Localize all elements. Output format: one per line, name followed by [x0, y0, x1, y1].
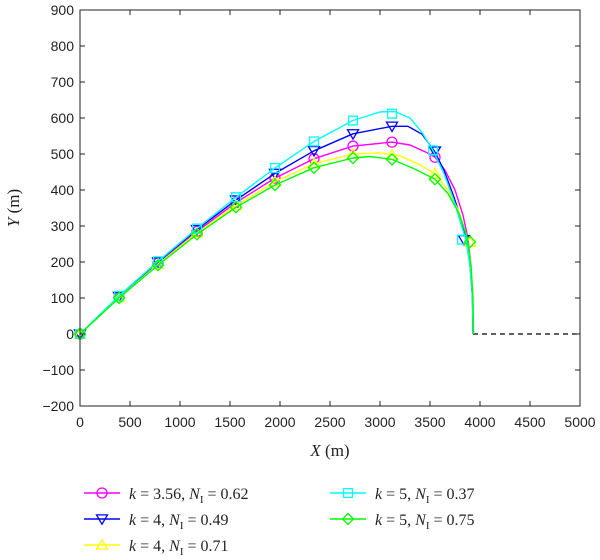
data-point	[385, 121, 399, 133]
x-tick-label: 4000	[464, 414, 495, 430]
legend-marker	[96, 487, 108, 499]
y-tick-label: 800	[51, 38, 75, 54]
data-point	[151, 258, 165, 272]
data-point	[229, 200, 243, 214]
legend-marker	[341, 512, 355, 526]
data-point	[385, 152, 399, 166]
series-line	[79, 125, 474, 335]
x-tick-label: 500	[118, 414, 142, 430]
y-tick-label: 400	[51, 182, 75, 198]
legend-marker	[95, 538, 109, 550]
y-tick-label: 100	[51, 290, 75, 306]
x-tick-label: 2000	[264, 414, 295, 430]
data-point	[308, 136, 320, 147]
y-tick-label: 500	[51, 146, 75, 162]
y-tick-label: −100	[42, 362, 74, 378]
series-4	[74, 108, 474, 340]
x-tick-label: 5000	[564, 414, 595, 430]
series-3	[73, 147, 477, 339]
data-point	[346, 151, 360, 165]
x-tick-label: 1000	[164, 414, 195, 430]
data-point	[269, 162, 281, 174]
axes: 0 500 1000 1500 2000 2500 3000 3500 4000 4500 5000…	[4, 2, 596, 460]
legend-entry: k = 5, NI = 0.37	[330, 486, 475, 506]
legend-label: k = 4, NI = 0.71	[129, 538, 229, 558]
legend-entry: k = 5, NI = 0.75	[330, 512, 475, 532]
legend-label: k = 4, NI = 0.49	[129, 512, 229, 532]
y-tick-label: 600	[51, 110, 75, 126]
data-point	[112, 291, 126, 305]
y-tick-label: 200	[51, 254, 75, 270]
y-axis-label: Y (m)	[4, 189, 23, 227]
data-point	[386, 108, 398, 119]
data-point	[427, 145, 439, 156]
series-line	[79, 141, 474, 335]
data-point	[268, 168, 282, 180]
legend-entry: k = 4, NI = 0.49	[84, 512, 229, 532]
data-point	[307, 145, 321, 158]
data-point	[229, 195, 243, 207]
data-point	[428, 167, 442, 179]
legend-marker	[342, 487, 354, 499]
x-axis-label: X (m)	[309, 441, 349, 460]
x-tick-label: 3500	[414, 414, 445, 430]
legend: k = 3.56, NI = 0.62 k = 4, NI = 0.49 k = 4…	[84, 486, 475, 558]
data-point	[112, 291, 126, 303]
plot-area	[73, 108, 580, 341]
data-point	[386, 136, 398, 148]
y-tick-label: 0	[66, 326, 74, 342]
x-tick-label: 0	[76, 414, 84, 430]
data-point	[428, 172, 442, 186]
x-tick-label: 1500	[214, 414, 245, 430]
legend-entry: k = 3.56, NI = 0.62	[84, 486, 249, 506]
series-1	[74, 136, 474, 340]
data-point	[346, 129, 360, 141]
legend-entry: k = 4, NI = 0.71	[84, 538, 229, 558]
axes-frame	[79, 9, 581, 407]
x-tick-label: 2500	[314, 414, 345, 430]
y-tick-label: −200	[42, 398, 74, 414]
data-point	[190, 227, 204, 241]
data-point	[268, 178, 282, 192]
data-point	[463, 235, 477, 249]
data-point	[347, 115, 359, 126]
x-tick-label: 3000	[364, 414, 395, 430]
data-point	[268, 175, 282, 187]
legend-marker	[95, 514, 109, 526]
legend-label: k = 5, NI = 0.75	[375, 512, 475, 532]
series-line	[79, 110, 474, 335]
data-point	[307, 161, 321, 175]
y-tick-label: 900	[51, 2, 75, 18]
series-line	[79, 155, 475, 335]
y-tick-label: 300	[51, 218, 75, 234]
series-2	[73, 121, 474, 341]
legend-label: k = 3.56, NI = 0.62	[129, 486, 249, 506]
data-point	[230, 192, 242, 203]
legend-label: k = 5, NI = 0.37	[375, 486, 475, 506]
series-5	[73, 151, 477, 341]
data-point	[347, 140, 359, 152]
x-tick-label: 4500	[514, 414, 545, 430]
y-tick-label: 700	[51, 74, 75, 90]
